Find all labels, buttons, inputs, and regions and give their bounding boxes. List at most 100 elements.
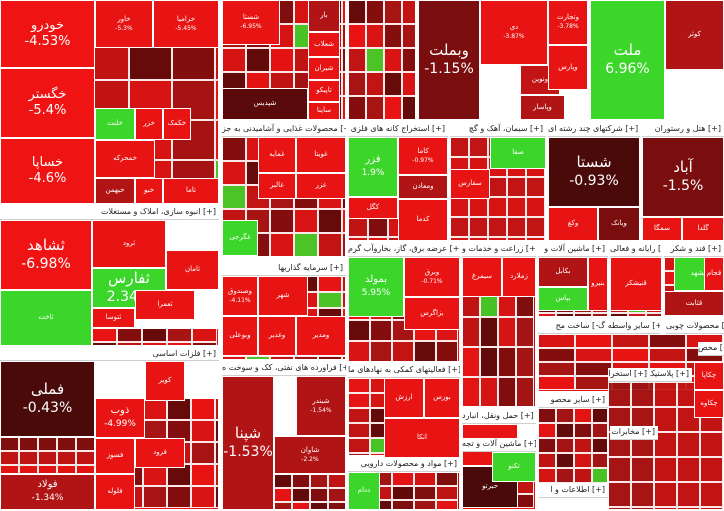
stock-tile[interactable]: کاما -0.97% [398, 137, 448, 175]
stock-tile[interactable]: خزر [135, 108, 163, 140]
stock-tile[interactable]: بمولد 5.95% [348, 257, 404, 317]
stock-tile[interactable]: ومدیر [296, 316, 346, 356]
stock-tile[interactable]: وبملت -1.15% [418, 0, 480, 120]
stock-tile[interactable]: وبرق -0.71% [404, 257, 460, 297]
stock-tile[interactable]: ملت 6.96% [590, 0, 665, 120]
sector-header[interactable]: پلاستیک [+] [646, 368, 692, 382]
stock-tile[interactable]: بورس [424, 378, 460, 418]
stock-tile[interactable]: قجام [704, 257, 724, 291]
stock-tile[interactable]: خمحرکه [95, 140, 155, 178]
stock-tile[interactable]: فملی -0.43% [0, 361, 95, 437]
stock-tile[interactable]: کوثر [665, 0, 724, 70]
stock-tile[interactable]: تاما [163, 178, 219, 204]
stock-tile[interactable]: صفا [490, 137, 546, 169]
stock-tile[interactable]: شاوان -2.2% [274, 436, 346, 474]
stock-tile[interactable]: وتجارت -3.78% [548, 0, 588, 45]
stock-tile[interactable]: تکنو [492, 452, 536, 482]
stock-tile[interactable]: فولاد -1.34% [0, 474, 95, 510]
stock-tile[interactable]: ثرود [92, 220, 166, 268]
stock-tile[interactable]: غمایه [258, 137, 296, 173]
stock-tile[interactable]: ساینا [308, 102, 340, 120]
stock-tile[interactable]: وبانک [598, 207, 640, 241]
sector-header[interactable]: فعالیتهای کمکی به نهادهای ما [+] [348, 364, 460, 378]
stock-tile[interactable]: بزاگرس [404, 297, 460, 330]
sector-header[interactable]: ماشین آلات و [+] [538, 243, 608, 257]
stock-tile[interactable]: فرود [135, 438, 185, 468]
stock-tile[interactable]: کویر [145, 361, 185, 401]
stock-tile[interactable]: ددام [348, 472, 380, 510]
stock-tile[interactable]: خکمک [163, 108, 191, 140]
stock-tile[interactable]: غگرجی [222, 220, 258, 256]
sector-header[interactable]: سرمایه گذاریها [+] [222, 262, 346, 276]
stock-tile[interactable]: غالبر [258, 173, 296, 199]
sector-header[interactable]: فلزات اساسی [+] [0, 348, 219, 361]
stock-tile[interactable]: وپاسار [520, 95, 565, 120]
stock-tile[interactable]: ثشاهد -6.98% [0, 220, 92, 290]
sector-header[interactable]: سایر واسطه گ [+] [598, 320, 660, 334]
stock-tile[interactable]: گلدا [682, 217, 724, 241]
sector-header[interactable]: رایانه و فعالی [+] [610, 243, 662, 257]
stock-tile[interactable]: وپارس [548, 45, 588, 90]
stock-tile[interactable]: آباد -1.5% [642, 137, 724, 217]
sector-header[interactable]: حمل ونقل، انبارد [+] [462, 410, 536, 424]
sector-header[interactable]: سایر محصو [+] [538, 394, 608, 408]
stock-tile[interactable]: تاپیکو [308, 80, 340, 102]
stock-tile[interactable]: وغدیر [258, 316, 296, 356]
sector-header[interactable]: زراعت و خدمات و [+] [462, 243, 536, 257]
stock-tile[interactable]: چکاپا [694, 362, 724, 390]
sector-header[interactable]: فراورده های نفتی، کک و سوخت ه [+] [222, 362, 346, 376]
stock-tile[interactable]: زملارد [502, 257, 536, 297]
stock-tile[interactable]: خساپا -4.6% [0, 138, 95, 204]
sector-header[interactable]: محصولات چوبی [+] [666, 320, 724, 334]
sector-header[interactable]: استخراج کانه های فلزی [+] [348, 123, 448, 137]
stock-tile[interactable]: ثتوسا [92, 308, 135, 328]
stock-tile[interactable]: خبو [135, 178, 163, 204]
stock-tile[interactable]: ثفارس 2.34% [92, 268, 166, 308]
sector-header[interactable]: هتل و رستوران [+] [642, 123, 724, 137]
stock-tile[interactable]: ذوب -4.99% [95, 398, 145, 438]
stock-tile[interactable]: خگستر -5.4% [0, 68, 95, 138]
stock-tile[interactable]: ومعادن [398, 175, 448, 199]
stock-tile[interactable]: سفارس [450, 169, 490, 199]
sector-header[interactable]: مواد و محصولات دارویی [+] [348, 458, 460, 472]
stock-tile[interactable]: وکغ [548, 207, 598, 241]
stock-tile[interactable]: شیران [308, 57, 340, 80]
stock-tile[interactable]: بکابل [538, 257, 588, 287]
stock-tile[interactable]: قثابت [664, 291, 724, 316]
stock-tile[interactable]: غویتا [296, 137, 346, 173]
stock-tile[interactable]: کگل [348, 197, 398, 219]
stock-tile[interactable]: بنیرو [588, 257, 608, 311]
stock-tile[interactable]: شهر [258, 276, 308, 316]
sector-header[interactable]: ماشین آلات و تجه [+] [462, 438, 536, 452]
stock-tile[interactable]: وصندوق -4.11% [222, 276, 258, 316]
stock-tile[interactable]: وبوعلی [222, 316, 258, 356]
stock-tile[interactable]: اتکا [384, 418, 460, 458]
stock-tile[interactable]: خزامیا -5.45% [153, 0, 219, 48]
stock-tile[interactable]: دی -3.87% [480, 0, 548, 65]
stock-tile[interactable]: شستا -0.93% [548, 137, 640, 207]
stock-tile[interactable]: ثاخت [0, 290, 92, 346]
stock-tile[interactable]: فلوله [95, 474, 135, 510]
stock-tile[interactable]: شعلاب [308, 32, 340, 57]
sector-header[interactable]: استخرا [+] [608, 368, 650, 382]
sector-header[interactable]: محصولات غذایی و آشامیدنی به جز [+] [222, 123, 346, 137]
sector-header[interactable]: مخابرات [+] [610, 426, 658, 440]
stock-tile[interactable]: ثامان [166, 250, 219, 290]
sector-header[interactable]: انبوه سازی، املاک و مستغلات [+] [0, 206, 219, 220]
stock-tile[interactable]: خلنت [95, 108, 135, 140]
sector-header[interactable]: اطلاعات و ا [+] [538, 484, 608, 498]
stock-tile[interactable]: شپدیس [222, 88, 308, 120]
stock-tile[interactable]: ثعمرا [135, 290, 195, 320]
stock-tile[interactable]: خبهمن [95, 178, 135, 204]
sector-header[interactable]: قند و شکر [+] [664, 243, 724, 257]
stock-tile[interactable]: شپنا -1.53% [222, 376, 274, 510]
stock-tile[interactable]: خاور -5.3% [95, 0, 153, 48]
stock-tile[interactable]: قنیشکر [610, 257, 662, 311]
stock-tile[interactable]: کدما [398, 199, 448, 241]
sector-header[interactable]: عرضه برق، گاز، بخاروآب گرم [+] [348, 243, 460, 257]
sector-header[interactable]: ساخت مح [+] [538, 320, 608, 334]
stock-tile[interactable]: بار [308, 0, 340, 32]
stock-tile[interactable]: ارزش [384, 378, 424, 418]
stock-tile[interactable]: سیمرغ [462, 257, 502, 297]
stock-tile[interactable]: شبندر -1.54% [296, 376, 346, 436]
